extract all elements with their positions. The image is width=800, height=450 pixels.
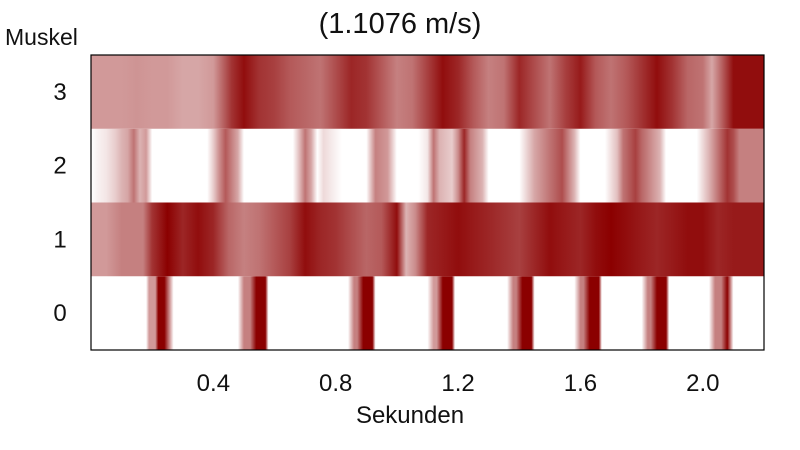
x-tick-label: 2.0 bbox=[686, 370, 719, 397]
x-tick-label: 1.6 bbox=[564, 370, 597, 397]
heatmap-row-muscle-1 bbox=[91, 202, 764, 277]
axis-ticks: 0.4 0.8 1.2 1.6 2.0 0 1 2 3 bbox=[53, 79, 719, 397]
x-tick-label: 0.4 bbox=[197, 370, 230, 397]
heatmap-row-muscle-2 bbox=[91, 128, 764, 203]
chart-title: (1.1076 m/s) bbox=[318, 8, 482, 40]
y-tick-label: 1 bbox=[53, 226, 66, 253]
y-tick-label: 0 bbox=[53, 300, 66, 327]
x-tick-label: 0.8 bbox=[319, 370, 352, 397]
y-tick-label: 3 bbox=[53, 79, 66, 106]
plot-frame bbox=[90, 54, 765, 351]
x-tick-label: 1.2 bbox=[441, 370, 474, 397]
heatmap-rows bbox=[91, 55, 764, 350]
heatmap-row-muscle-3 bbox=[91, 55, 764, 129]
x-axis-label: Sekunden bbox=[355, 402, 465, 429]
heatmap-row-muscle-0 bbox=[91, 276, 764, 350]
y-tick-label: 2 bbox=[53, 153, 66, 180]
y-axis-label: Muskel bbox=[5, 24, 78, 50]
